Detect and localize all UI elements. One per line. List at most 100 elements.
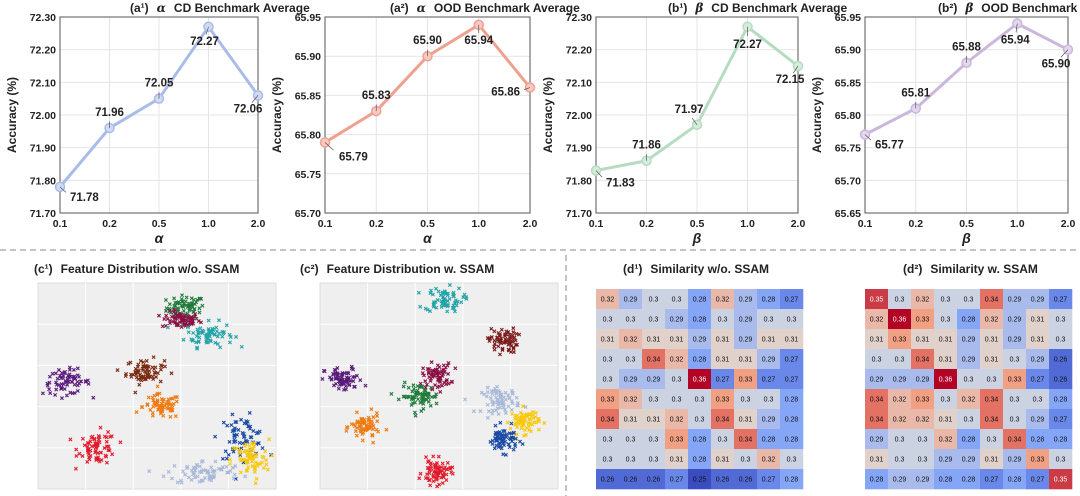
scatter-point <box>485 385 490 390</box>
heatmap-cell <box>619 329 643 350</box>
heatmap-value: 0.36 <box>693 377 707 384</box>
scatter-point <box>507 332 512 337</box>
scatter-point <box>180 293 185 298</box>
scatter-point <box>137 382 142 387</box>
scatter-point <box>230 465 235 470</box>
heatmap-cell <box>1026 389 1050 410</box>
scatter-point <box>498 352 502 357</box>
cluster-red <box>417 454 455 489</box>
scatter-point <box>442 470 447 475</box>
y-tick-label: 65.85 <box>835 77 861 89</box>
label-leader <box>792 65 799 74</box>
data-label: 65.90 <box>1042 59 1071 71</box>
heatmap-value: 0.3 <box>626 457 636 464</box>
scatter-point <box>493 386 498 391</box>
heatmap-cell <box>980 429 1004 450</box>
panel-label: (d²) <box>903 262 922 276</box>
plot-border <box>59 16 259 214</box>
scatter-point <box>346 375 351 380</box>
scatter-point <box>430 374 435 379</box>
scatter-point <box>513 444 518 449</box>
scatter-point <box>179 312 184 317</box>
heatmap-value: 0.35 <box>870 297 884 304</box>
heatmap-value: 0.3 <box>649 297 659 304</box>
scatter-point <box>192 307 197 312</box>
x-tick-label: 1.0 <box>471 218 486 230</box>
scatter-point <box>221 330 226 335</box>
chart-c2: (c²) Feature Distribution w. SSAM <box>300 262 559 490</box>
scatter-point <box>511 447 516 452</box>
heatmap-cell <box>1003 349 1027 370</box>
scatter-point <box>243 474 248 479</box>
heatmap-value: 0.3 <box>603 437 613 444</box>
heatmap-cell <box>911 409 935 430</box>
heatmap-cell <box>711 369 735 390</box>
heatmap-value: 0.3 <box>787 457 797 464</box>
heatmap-value: 0.26 <box>1054 357 1068 364</box>
scatter-point <box>106 430 111 434</box>
heatmap-value: 0.29 <box>1031 417 1045 424</box>
heatmap-value: 0.31 <box>670 457 684 464</box>
heatmap-value: 0.34 <box>1008 437 1022 444</box>
scatter-point <box>176 323 181 328</box>
scatter-point <box>197 306 202 311</box>
scatter-point <box>152 367 157 371</box>
heatmap-cell <box>688 369 712 390</box>
scatter-point <box>267 437 272 442</box>
scatter-point <box>503 337 508 342</box>
scatter-point <box>499 397 504 402</box>
heatmap-value: 0.29 <box>870 377 884 384</box>
scatter-point <box>224 456 229 461</box>
scatter-point <box>146 395 151 400</box>
scatter-point <box>435 470 440 475</box>
scatter-point <box>490 408 495 413</box>
heatmap-value: 0.29 <box>624 297 638 304</box>
heatmap-cell <box>911 349 935 370</box>
scatter-point <box>518 439 522 444</box>
heatmap-value: 0.31 <box>739 357 753 364</box>
x-tick-label: 1.0 <box>1010 218 1025 230</box>
heatmap-cell <box>911 429 935 450</box>
scatter-point <box>160 403 165 408</box>
scatter-point <box>511 326 516 331</box>
plot-border <box>864 16 1069 214</box>
scatter-point <box>174 399 179 404</box>
heatmap-value: 0.3 <box>1056 317 1066 324</box>
scatter-point <box>147 368 152 373</box>
scatter-point <box>195 474 200 479</box>
scatter-point <box>536 427 541 432</box>
heatmap-value: 0.28 <box>762 297 776 304</box>
x-axis-label: β <box>692 230 702 246</box>
x-tick-label: 1.0 <box>201 218 216 230</box>
heatmap-cell <box>1003 449 1027 470</box>
heatmap-value: 0.3 <box>672 397 682 404</box>
scatter-point <box>495 406 500 411</box>
heatmap-cell <box>980 449 1004 470</box>
heatmap-value: 0.33 <box>916 317 930 324</box>
scatter-point <box>191 297 196 302</box>
scatter-point <box>139 378 144 383</box>
scatter-point <box>502 332 507 337</box>
heatmap-cell <box>711 289 735 310</box>
x-tick-label: 0.1 <box>53 218 68 230</box>
scatter-point <box>510 435 515 440</box>
scatter-point <box>241 435 246 440</box>
scatter-point <box>434 286 439 291</box>
heatmap-cell <box>734 289 758 310</box>
heatmap-cell <box>734 309 758 330</box>
scatter-point <box>413 390 418 395</box>
scatter-point <box>440 383 445 388</box>
scatter-point <box>140 366 145 371</box>
scatter-point <box>485 402 490 407</box>
heatmap-value: 0.26 <box>647 477 661 484</box>
heatmap-value: 0.3 <box>603 357 613 364</box>
scatter-point <box>146 364 151 369</box>
scatter-point <box>360 438 365 443</box>
scatter-point <box>155 391 160 396</box>
scatter-point <box>418 304 423 309</box>
heatmap-cell <box>596 329 620 350</box>
heatmap-value: 0.32 <box>716 297 730 304</box>
scatter-point <box>497 440 502 445</box>
heatmap-cell <box>665 449 689 470</box>
